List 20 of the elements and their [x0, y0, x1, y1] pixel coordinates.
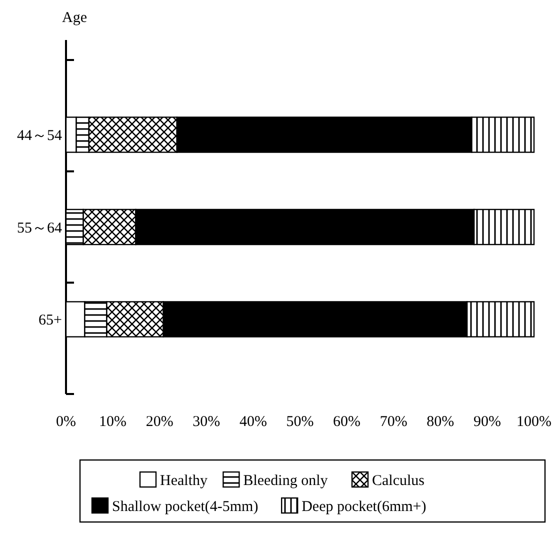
x-tick-label: 20%	[146, 414, 174, 430]
x-tick-label: 60%	[333, 414, 361, 430]
x-tick-label: 100%	[516, 414, 552, 430]
x-tick-label: 10%	[99, 414, 127, 430]
x-tick-label: 30%	[192, 414, 220, 430]
x-tick-label: 90%	[473, 414, 501, 430]
legend-label: Calculus	[372, 473, 425, 489]
x-tick-label: 70%	[380, 414, 408, 430]
x-tick-label: 50%	[286, 414, 314, 430]
y-axis-title: Age	[62, 10, 88, 26]
legend-label: Bleeding only	[243, 473, 328, 489]
y-tick-label: 65+	[38, 312, 62, 329]
legend-label: Healthy	[160, 473, 208, 489]
x-tick-label: 40%	[239, 414, 267, 430]
y-tick-label: 55～64	[17, 220, 62, 236]
x-tick-label: 0%	[56, 414, 76, 430]
y-tick-label: 44～54	[17, 128, 62, 144]
x-tick-label: 80%	[426, 414, 454, 430]
legend-label: Shallow pocket(4-5mm)	[112, 499, 258, 515]
legend-label: Deep pocket(6mm+)	[302, 499, 426, 515]
